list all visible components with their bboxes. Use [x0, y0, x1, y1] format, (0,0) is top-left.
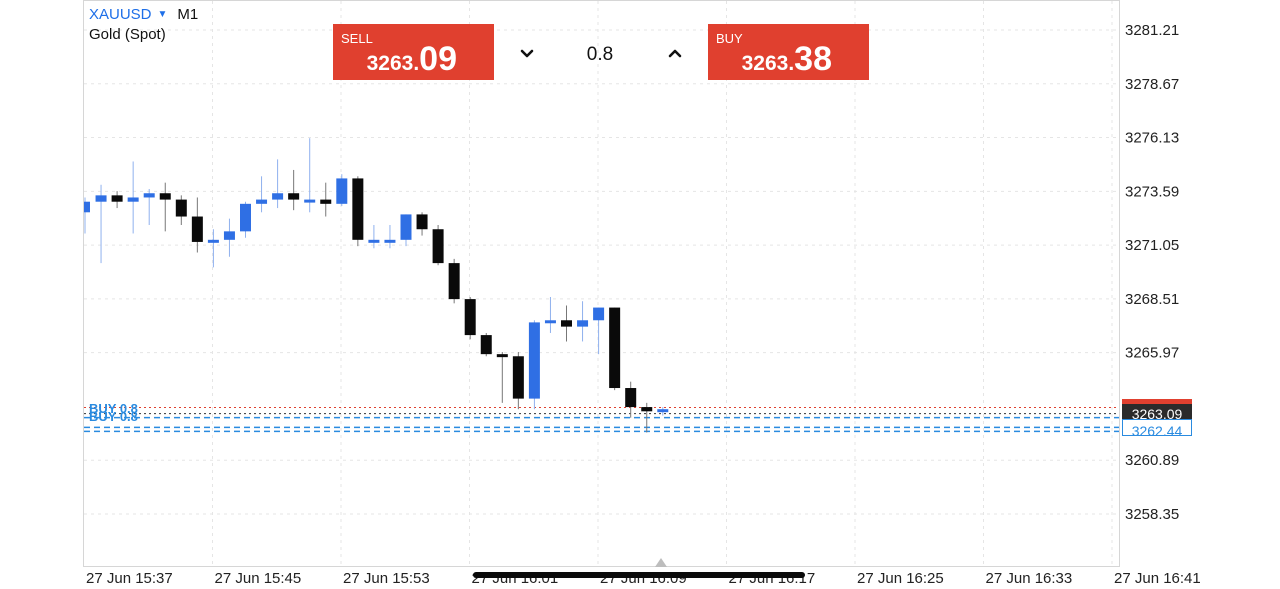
- y-tick-label: 3273.59: [1125, 183, 1179, 200]
- sell-button[interactable]: SELL 3263.09: [333, 24, 494, 80]
- candle-body: [432, 229, 444, 264]
- y-tick-label: 3258.35: [1125, 506, 1179, 523]
- candle-body: [464, 299, 476, 336]
- sell-price-pips: 09: [419, 40, 457, 78]
- order-line-label[interactable]: BUY 0.8: [89, 409, 138, 424]
- buy-label: BUY: [716, 31, 743, 46]
- candle-body: [95, 195, 107, 202]
- candle-body: [368, 239, 380, 243]
- x-tick-label: 27 Jun 16:41: [1114, 570, 1201, 587]
- candle-body: [272, 193, 284, 200]
- chevron-up-icon[interactable]: [663, 40, 687, 66]
- home-indicator: [473, 572, 805, 578]
- buy-button[interactable]: BUY 3263.38: [708, 24, 869, 80]
- volume-value[interactable]: 0.8: [586, 44, 614, 65]
- candle-body: [528, 322, 540, 399]
- candle-body: [175, 199, 187, 217]
- sell-price-prefix: 3263.: [366, 52, 420, 75]
- buy-price: 3263.38: [742, 40, 832, 79]
- candle-body: [320, 199, 332, 204]
- candle-body: [400, 214, 412, 240]
- candle-body: [577, 320, 589, 327]
- candle-body: [240, 203, 251, 232]
- instrument-name: Gold (Spot): [89, 26, 166, 43]
- y-tick-label: 3268.51: [1125, 291, 1179, 308]
- chevron-down-icon[interactable]: [515, 40, 539, 66]
- x-tick-label: 27 Jun 15:45: [215, 570, 302, 587]
- x-tick-label: 27 Jun 15:37: [86, 570, 173, 587]
- buy-price-prefix: 3263.: [741, 52, 795, 75]
- candle-body: [304, 199, 316, 203]
- y-tick-label: 3278.67: [1125, 76, 1179, 93]
- x-tick-label: 27 Jun 16:33: [986, 570, 1073, 587]
- candle-body: [288, 193, 300, 200]
- symbol-name[interactable]: XAUUSD: [89, 6, 152, 23]
- candle-body: [352, 178, 364, 240]
- candle-body: [207, 239, 219, 243]
- candle-body: [480, 335, 492, 355]
- order-line-label[interactable]: BUY 0.8: [89, 401, 138, 416]
- candle-body: [561, 320, 572, 327]
- candle-body: [336, 178, 348, 204]
- timeframe-label[interactable]: M1: [177, 6, 199, 23]
- candle-body: [127, 197, 139, 202]
- candle-body: [84, 201, 90, 213]
- caret-down-icon[interactable]: ▼: [157, 9, 168, 20]
- candle-body: [625, 388, 637, 408]
- symbol-selector[interactable]: XAUUSD ▼ M1: [89, 6, 198, 23]
- candle-body: [191, 216, 203, 242]
- candle-body: [641, 407, 653, 412]
- x-tick-label: 27 Jun 16:25: [857, 570, 944, 587]
- x-tick-label: 27 Jun 15:53: [343, 570, 430, 587]
- y-tick-label: 3281.21: [1125, 22, 1179, 39]
- candle-body: [223, 231, 235, 240]
- candle-body: [609, 307, 621, 389]
- buy-price-pips: 38: [794, 40, 832, 78]
- chevron-down-svg: [520, 49, 534, 58]
- candle-body: [143, 193, 155, 198]
- y-tick-label: 3276.13: [1125, 130, 1179, 147]
- candle-body: [256, 199, 268, 204]
- candle-body: [512, 356, 524, 399]
- candle-body: [111, 195, 123, 202]
- candle-body: [384, 239, 396, 243]
- sell-label: SELL: [341, 31, 373, 46]
- chevron-up-svg: [668, 49, 682, 58]
- candle-body: [544, 320, 556, 324]
- candle-body: [657, 409, 669, 413]
- position-price-tag: 3262.44: [1122, 419, 1192, 436]
- y-tick-label: 3260.89: [1125, 452, 1179, 469]
- candle-body: [496, 354, 508, 358]
- chart-area[interactable]: [83, 0, 1120, 567]
- scroll-marker-icon[interactable]: [655, 558, 667, 567]
- candle-body: [416, 214, 428, 230]
- sell-price: 3263.09: [367, 40, 457, 79]
- candle-body: [159, 193, 171, 200]
- candle-body: [448, 263, 460, 300]
- y-tick-label: 3271.05: [1125, 237, 1179, 254]
- y-tick-label: 3265.97: [1125, 345, 1179, 362]
- candle-body: [593, 307, 605, 321]
